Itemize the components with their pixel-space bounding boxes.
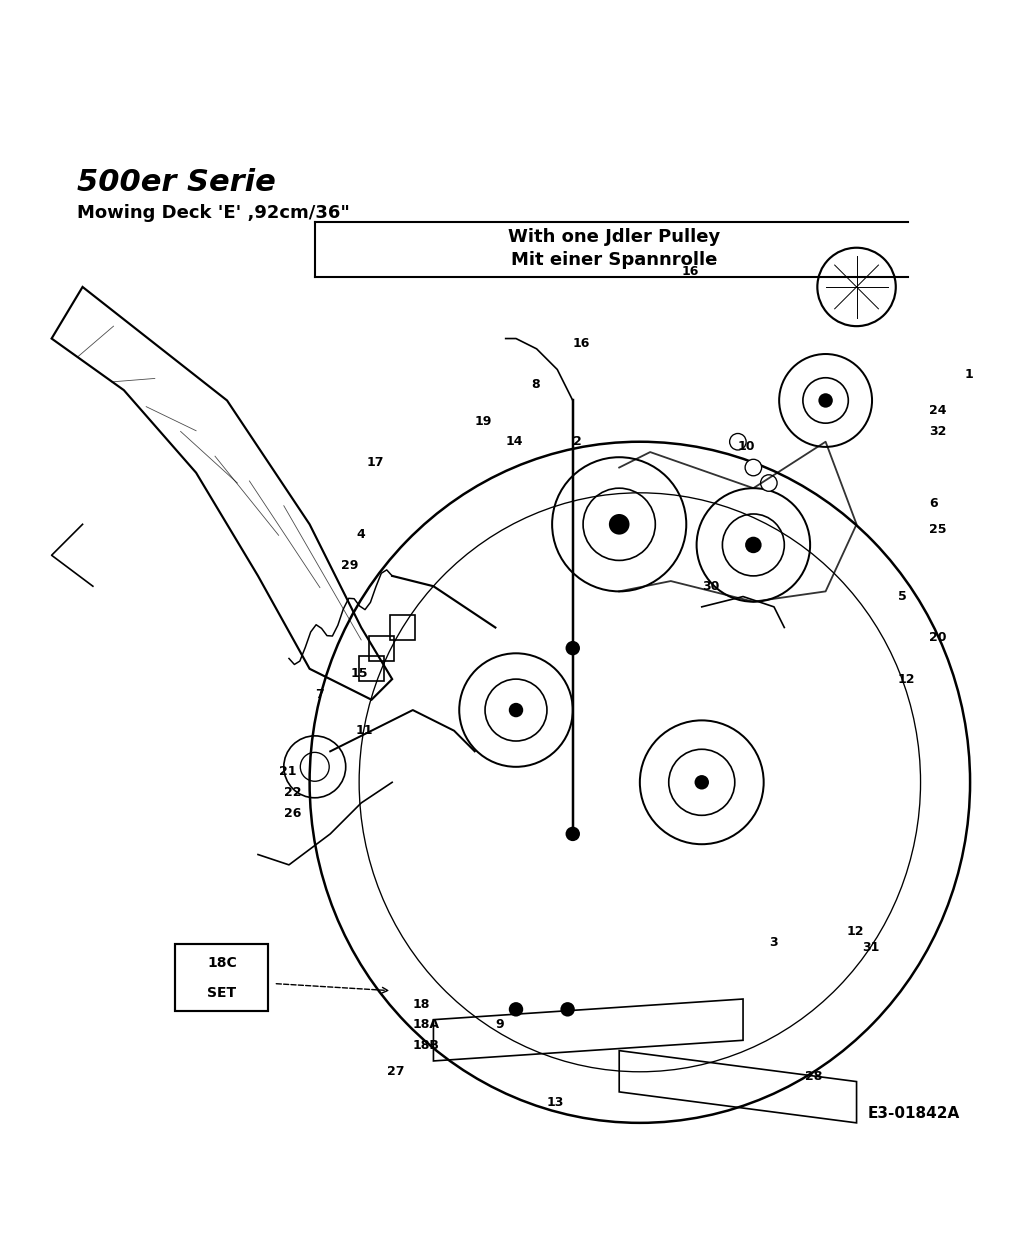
Text: 1: 1 xyxy=(965,368,973,382)
Text: 29: 29 xyxy=(341,558,358,572)
Text: 10: 10 xyxy=(738,441,755,453)
Text: 500er Serie: 500er Serie xyxy=(77,168,277,197)
Text: 22: 22 xyxy=(284,786,301,799)
Text: 2: 2 xyxy=(573,435,581,448)
Circle shape xyxy=(566,641,580,655)
Text: 6: 6 xyxy=(929,497,937,511)
Circle shape xyxy=(818,393,833,408)
Text: 27: 27 xyxy=(387,1064,405,1078)
Text: 12: 12 xyxy=(846,925,864,939)
Text: 16: 16 xyxy=(681,265,699,277)
Text: 31: 31 xyxy=(862,941,879,954)
Text: 25: 25 xyxy=(929,523,946,536)
Text: 24: 24 xyxy=(929,404,946,417)
Circle shape xyxy=(761,474,777,491)
Circle shape xyxy=(745,459,762,476)
Circle shape xyxy=(609,515,630,535)
Text: 16: 16 xyxy=(573,338,590,350)
Text: E3-01842A: E3-01842A xyxy=(868,1106,960,1121)
Text: 20: 20 xyxy=(929,631,946,644)
Text: 18C: 18C xyxy=(207,956,236,970)
Text: 17: 17 xyxy=(366,456,384,469)
Text: SET: SET xyxy=(207,985,236,1000)
Text: 18B: 18B xyxy=(413,1039,440,1052)
Text: 3: 3 xyxy=(769,936,777,949)
Text: 18: 18 xyxy=(413,998,430,1010)
Circle shape xyxy=(509,1001,523,1017)
Text: 11: 11 xyxy=(356,724,374,737)
Text: 15: 15 xyxy=(351,668,368,680)
Text: 14: 14 xyxy=(506,435,523,448)
Circle shape xyxy=(560,1001,575,1017)
Text: 30: 30 xyxy=(702,580,719,592)
Text: 12: 12 xyxy=(898,673,915,685)
Circle shape xyxy=(745,537,762,553)
Text: 28: 28 xyxy=(805,1071,823,1083)
Text: 21: 21 xyxy=(279,766,296,778)
Text: 7: 7 xyxy=(315,688,323,702)
Bar xyxy=(175,944,268,1012)
Text: 9: 9 xyxy=(495,1018,504,1032)
Text: With one Jdler Pulley: With one Jdler Pulley xyxy=(508,228,720,246)
Text: 32: 32 xyxy=(929,425,946,438)
Text: 4: 4 xyxy=(356,528,364,541)
Text: Mowing Deck 'E' ,92cm/36": Mowing Deck 'E' ,92cm/36" xyxy=(77,205,350,222)
Bar xyxy=(369,636,394,660)
Text: 26: 26 xyxy=(284,807,301,820)
Text: 18A: 18A xyxy=(413,1018,440,1032)
Text: 13: 13 xyxy=(547,1096,565,1108)
Text: 8: 8 xyxy=(531,379,540,392)
Bar xyxy=(390,615,415,640)
Text: 19: 19 xyxy=(475,414,492,428)
Circle shape xyxy=(730,433,746,451)
Bar xyxy=(359,656,384,681)
Text: Mit einer Spannrolle: Mit einer Spannrolle xyxy=(511,251,717,269)
Circle shape xyxy=(695,776,709,789)
Circle shape xyxy=(566,827,580,841)
Circle shape xyxy=(509,703,523,718)
Text: 5: 5 xyxy=(898,590,906,604)
